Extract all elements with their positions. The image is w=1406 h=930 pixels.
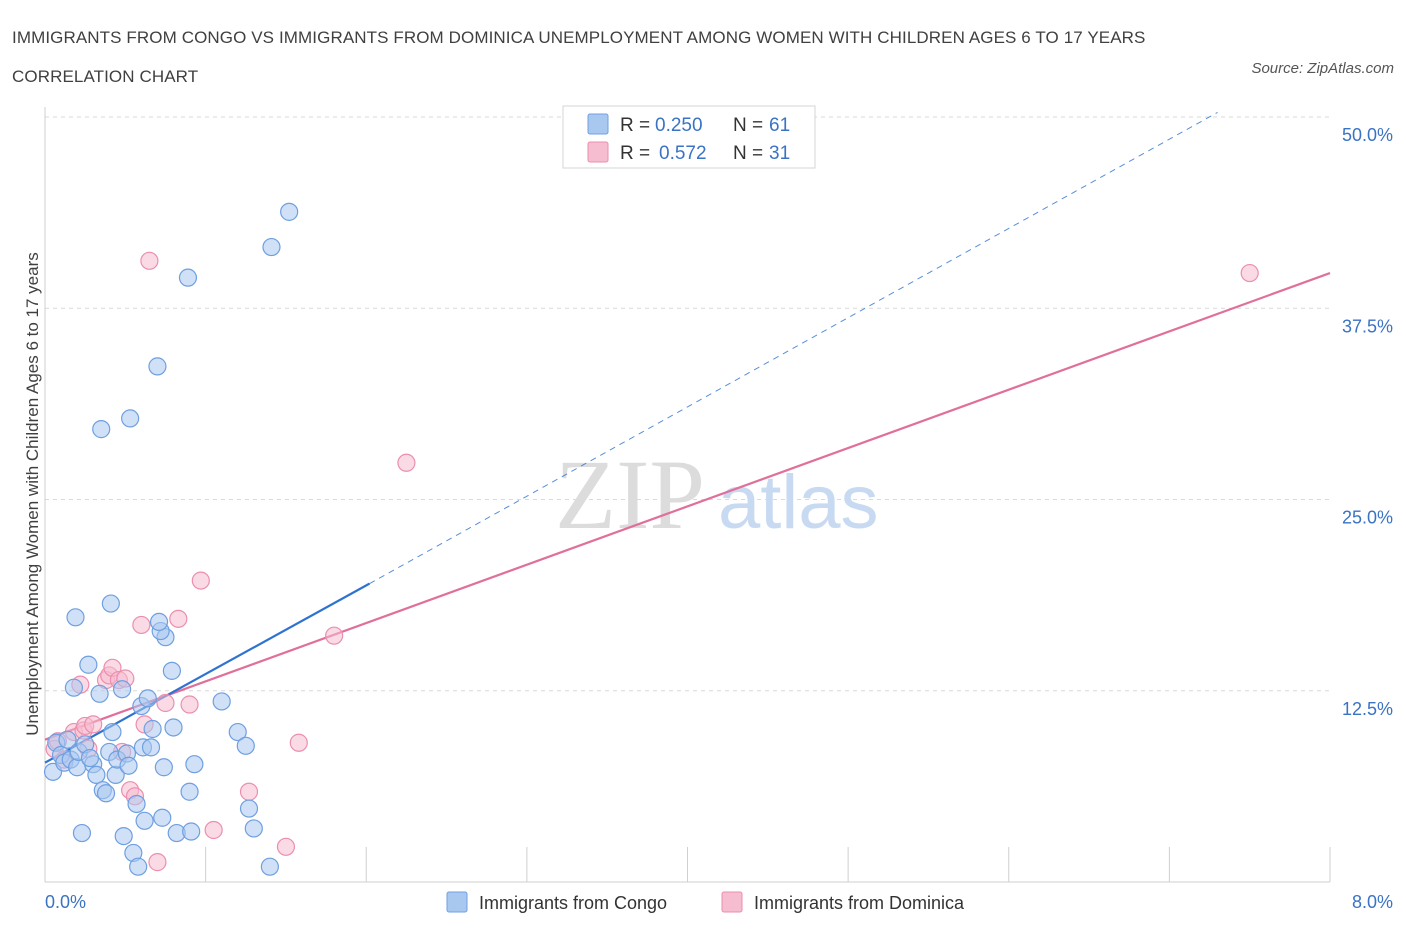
- point-congo-12: [79, 655, 98, 674]
- point-dominica-21: [156, 693, 175, 713]
- legend-swatch-congo: [587, 113, 609, 135]
- point-congo-40: [153, 808, 172, 827]
- watermark: ZIP atlas: [555, 439, 879, 550]
- point-congo-31: [121, 409, 140, 428]
- bottom-legend: Immigrants from Congo Immigrants from Do…: [446, 891, 965, 913]
- point-congo-45: [162, 661, 181, 680]
- legend-n-value-congo: 61: [769, 115, 790, 136]
- point-congo-6: [64, 678, 84, 697]
- chart-source: Source: ZipAtlas.com: [1251, 60, 1394, 77]
- point-congo-52: [212, 692, 231, 711]
- axes: [44, 107, 1331, 883]
- point-congo-56: [244, 819, 263, 838]
- point-dominica-24: [191, 571, 210, 590]
- chart-title: IMMIGRANTS FROM CONGO VS IMMIGRANTS FROM…: [12, 28, 1146, 86]
- point-dominica-20: [148, 853, 167, 872]
- legend-swatch-dominica: [587, 141, 609, 163]
- point-congo-4: [58, 730, 77, 749]
- point-dominica-23: [180, 695, 199, 714]
- point-congo-36: [138, 689, 157, 708]
- point-dominica-29: [325, 626, 344, 645]
- bottom-legend-label-congo: Immigrants from Congo: [479, 893, 667, 913]
- watermark-atlas: atlas: [718, 460, 879, 545]
- point-congo-20: [103, 722, 122, 742]
- legend-r-value-congo: 0.250: [655, 115, 703, 136]
- bottom-legend-swatch-dominica: [721, 891, 743, 913]
- point-dominica-22: [169, 609, 188, 628]
- legend: R = 0.250 N = 61 R = 0.572 N = 31: [562, 105, 816, 169]
- point-dominica-26: [239, 782, 259, 801]
- x-tick-label-1: 8.0%: [1352, 892, 1393, 912]
- y-tick-label-1: 25.0%: [1342, 508, 1393, 528]
- point-congo-35: [135, 811, 154, 830]
- point-dominica-27: [276, 837, 296, 856]
- point-congo-37: [141, 738, 161, 757]
- point-congo-57: [260, 857, 279, 876]
- y-tick-label-0: 12.5%: [1342, 699, 1393, 719]
- point-congo-23: [112, 680, 132, 699]
- point-congo-44: [149, 612, 169, 632]
- point-congo-26: [114, 826, 133, 846]
- legend-n-label-congo: N =: [733, 115, 763, 136]
- watermark-zip: ZIP: [555, 439, 705, 550]
- x-tick-label-0: 0.0%: [45, 892, 86, 912]
- point-congo-53: [228, 722, 247, 742]
- point-congo-39: [148, 357, 167, 376]
- point-congo-30: [127, 794, 146, 814]
- point-congo-15: [80, 748, 100, 768]
- point-congo-46: [164, 718, 183, 737]
- point-congo-51: [178, 268, 198, 287]
- point-dominica-8: [84, 715, 103, 734]
- trend-dominica: [44, 272, 1331, 741]
- point-congo-59: [280, 202, 299, 221]
- legend-r-label-dominica: R =: [620, 143, 650, 164]
- point-congo-54: [236, 736, 255, 755]
- point-congo-16: [90, 684, 109, 703]
- legend-n-value-dominica: 31: [769, 143, 790, 164]
- grid-lines: [45, 116, 1330, 692]
- point-congo-55: [239, 799, 259, 818]
- point-congo-21: [92, 420, 111, 439]
- point-dominica-31: [1240, 263, 1259, 283]
- point-congo-32: [129, 857, 148, 876]
- point-dominica-17: [132, 615, 151, 635]
- trend-congo: [44, 582, 370, 764]
- series-congo-points: [43, 202, 299, 876]
- point-congo-58: [262, 237, 281, 257]
- legend-r-label-congo: R =: [620, 115, 650, 136]
- x-tick-labels: 0.0% 8.0%: [45, 892, 1393, 912]
- point-congo-49: [182, 822, 201, 841]
- point-congo-28: [119, 756, 138, 775]
- trend-congo-extension: [369, 111, 1218, 585]
- point-congo-10: [66, 608, 85, 627]
- point-dominica-25: [204, 820, 223, 840]
- point-congo-41: [154, 758, 173, 777]
- point-dominica-28: [289, 733, 308, 752]
- point-congo-50: [185, 755, 204, 774]
- y-tick-label-2: 37.5%: [1342, 316, 1393, 336]
- point-congo-18: [96, 784, 116, 803]
- y-axis-label: Unemployment Among Women with Children A…: [23, 252, 42, 736]
- bottom-legend-label-dominica: Immigrants from Dominica: [754, 893, 965, 913]
- legend-n-label-dominica: N =: [733, 143, 763, 164]
- legend-r-value-dominica: 0.572: [659, 143, 707, 164]
- point-congo-11: [72, 823, 92, 843]
- y-tick-labels: 12.5% 25.0% 37.5% 50.0%: [1342, 125, 1393, 719]
- point-congo-48: [180, 782, 199, 801]
- point-dominica-19: [140, 251, 159, 270]
- trend-lines: [44, 111, 1331, 764]
- point-congo-14: [87, 765, 106, 785]
- point-congo-38: [143, 719, 162, 739]
- point-congo-24: [101, 594, 120, 613]
- y-tick-label-3: 50.0%: [1342, 125, 1393, 145]
- series-dominica-points: [45, 251, 1259, 872]
- point-dominica-30: [397, 453, 416, 472]
- bottom-legend-swatch-congo: [446, 891, 468, 913]
